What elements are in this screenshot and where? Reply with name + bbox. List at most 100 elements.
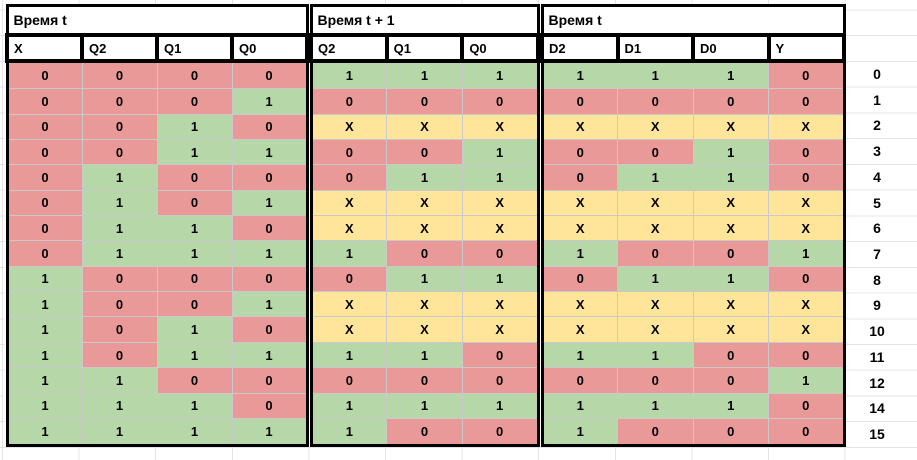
value-cell[interactable]: X <box>386 291 463 318</box>
value-cell[interactable]: X <box>461 215 539 242</box>
value-cell[interactable]: 0 <box>6 138 83 166</box>
value-cell[interactable]: X <box>541 113 618 140</box>
value-cell[interactable]: 0 <box>692 240 769 267</box>
value-cell[interactable]: 1 <box>617 164 694 191</box>
row-number[interactable]: 1 <box>873 91 881 108</box>
value-cell[interactable]: X <box>617 215 694 242</box>
value-cell[interactable]: 0 <box>6 189 83 217</box>
value-cell[interactable]: 1 <box>6 392 83 419</box>
value-cell[interactable]: X <box>541 291 618 318</box>
value-cell[interactable]: 0 <box>81 341 158 369</box>
col-header-q0-next[interactable]: Q0 <box>460 33 540 63</box>
value-cell[interactable]: 1 <box>541 60 618 90</box>
col-header-x[interactable]: X <box>5 33 84 63</box>
value-cell[interactable]: 1 <box>461 60 539 90</box>
row-number[interactable]: 2 <box>873 117 881 134</box>
value-cell[interactable]: 1 <box>81 417 158 447</box>
value-cell[interactable]: 0 <box>6 88 83 115</box>
value-cell[interactable]: 0 <box>386 138 463 166</box>
value-cell[interactable]: X <box>692 291 769 318</box>
value-cell[interactable]: 1 <box>768 240 845 267</box>
value-cell[interactable]: 1 <box>386 164 463 191</box>
value-cell[interactable]: 1 <box>541 341 618 369</box>
value-cell[interactable]: 0 <box>81 88 158 115</box>
value-cell[interactable]: 1 <box>386 60 463 90</box>
value-cell[interactable]: 1 <box>156 240 233 267</box>
value-cell[interactable]: 0 <box>541 164 618 191</box>
value-cell[interactable]: 0 <box>768 392 845 419</box>
col-header-q2-next[interactable]: Q2 <box>309 33 389 63</box>
row-number[interactable]: 14 <box>869 400 885 417</box>
value-cell[interactable]: X <box>310 189 388 217</box>
col-header-q0[interactable]: Q0 <box>230 33 309 63</box>
value-cell[interactable]: 0 <box>310 265 388 293</box>
value-cell[interactable]: 1 <box>156 316 233 343</box>
value-cell[interactable]: 1 <box>81 392 158 419</box>
value-cell[interactable]: 1 <box>156 341 233 369</box>
value-cell[interactable]: 0 <box>156 367 233 394</box>
value-cell[interactable]: 1 <box>6 341 83 369</box>
value-cell[interactable]: X <box>692 113 769 140</box>
value-cell[interactable]: 0 <box>231 367 308 394</box>
value-cell[interactable]: X <box>310 113 388 140</box>
value-cell[interactable]: 1 <box>692 60 769 90</box>
value-cell[interactable]: 1 <box>231 341 308 369</box>
value-cell[interactable]: 1 <box>81 367 158 394</box>
row-number[interactable]: 0 <box>873 65 881 82</box>
value-cell[interactable]: 0 <box>461 367 539 394</box>
value-cell[interactable]: 0 <box>231 265 308 293</box>
value-cell[interactable]: 0 <box>461 341 539 369</box>
value-cell[interactable]: 0 <box>231 164 308 191</box>
value-cell[interactable]: X <box>617 316 694 343</box>
value-cell[interactable]: 1 <box>461 265 539 293</box>
value-cell[interactable]: 0 <box>81 265 158 293</box>
row-number[interactable]: 3 <box>873 143 881 160</box>
value-cell[interactable]: 1 <box>231 291 308 318</box>
value-cell[interactable]: X <box>461 113 539 140</box>
value-cell[interactable]: 0 <box>231 113 308 140</box>
value-cell[interactable]: 0 <box>461 417 539 447</box>
value-cell[interactable]: 1 <box>461 164 539 191</box>
value-cell[interactable]: 0 <box>617 367 694 394</box>
value-cell[interactable]: X <box>617 113 694 140</box>
value-cell[interactable]: 1 <box>310 417 388 447</box>
value-cell[interactable]: 1 <box>81 240 158 267</box>
value-cell[interactable]: X <box>768 215 845 242</box>
value-cell[interactable]: X <box>541 189 618 217</box>
value-cell[interactable]: 1 <box>617 392 694 419</box>
group-header-time-t-d[interactable]: Время t <box>540 4 846 37</box>
value-cell[interactable]: 0 <box>6 113 83 140</box>
value-cell[interactable]: X <box>541 316 618 343</box>
value-cell[interactable]: 1 <box>81 164 158 191</box>
value-cell[interactable]: 0 <box>156 265 233 293</box>
value-cell[interactable]: X <box>692 215 769 242</box>
value-cell[interactable]: 1 <box>6 417 83 447</box>
value-cell[interactable]: 1 <box>541 392 618 419</box>
value-cell[interactable]: 1 <box>768 367 845 394</box>
value-cell[interactable]: 0 <box>310 367 388 394</box>
value-cell[interactable]: 1 <box>617 60 694 90</box>
value-cell[interactable]: 0 <box>692 367 769 394</box>
value-cell[interactable]: X <box>386 189 463 217</box>
value-cell[interactable]: 1 <box>231 138 308 166</box>
value-cell[interactable]: 1 <box>156 215 233 242</box>
row-number[interactable]: 12 <box>869 374 885 391</box>
value-cell[interactable]: 0 <box>386 240 463 267</box>
row-number[interactable]: 11 <box>869 348 885 365</box>
value-cell[interactable]: X <box>768 113 845 140</box>
value-cell[interactable]: X <box>768 316 845 343</box>
value-cell[interactable]: 1 <box>310 240 388 267</box>
value-cell[interactable]: 1 <box>231 189 308 217</box>
value-cell[interactable]: 0 <box>310 88 388 115</box>
value-cell[interactable]: 1 <box>81 215 158 242</box>
row-number[interactable]: 4 <box>873 168 881 185</box>
value-cell[interactable]: 1 <box>541 417 618 447</box>
col-header-d0[interactable]: D0 <box>691 33 771 63</box>
value-cell[interactable]: 0 <box>6 215 83 242</box>
value-cell[interactable]: 0 <box>310 138 388 166</box>
value-cell[interactable]: X <box>310 316 388 343</box>
value-cell[interactable]: 0 <box>541 367 618 394</box>
col-header-q1[interactable]: Q1 <box>155 33 234 63</box>
value-cell[interactable]: 0 <box>156 88 233 115</box>
col-header-d2[interactable]: D2 <box>540 33 620 63</box>
